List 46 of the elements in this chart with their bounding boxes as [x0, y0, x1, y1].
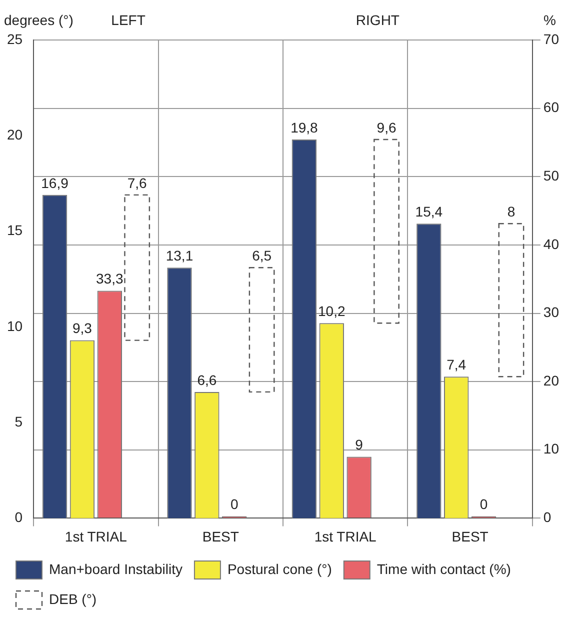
y2-tick-label: 0 [543, 509, 552, 526]
data-label: 6,6 [197, 372, 217, 388]
data-label: 33,3 [96, 270, 124, 287]
data-label: 15,4 [415, 203, 443, 220]
y-tick-label: 5 [14, 413, 23, 430]
data-label: 10,2 [318, 302, 346, 319]
bar [248, 267, 275, 393]
data-label: 9,6 [376, 119, 396, 136]
y-tick-label: 0 [14, 509, 23, 526]
y2-tick-label: 50 [543, 167, 560, 184]
legend-label: Postural cone (°) [227, 560, 332, 577]
data-label: 9,3 [72, 320, 92, 336]
legend-label: Man+board Instability [49, 560, 182, 577]
y-tick-label: 20 [6, 126, 23, 142]
legend-label: DEB (°) [49, 590, 97, 607]
data-label: 19,8 [290, 119, 318, 136]
y2-tick-label: 30 [543, 304, 560, 320]
y-tick-label: 25 [6, 30, 23, 47]
y2-tick-label: 60 [543, 99, 560, 116]
x-tick-label: 1st TRIAL [64, 528, 128, 544]
data-label: 7,4 [446, 356, 466, 373]
text: RIGHT [356, 12, 400, 28]
y-tick-label: 15 [6, 222, 23, 238]
data-label: 7,6 [127, 174, 148, 191]
data-label: 16,9 [41, 174, 69, 191]
x-tick-label: BEST [452, 528, 489, 544]
y2-tick-label: 10 [543, 440, 560, 457]
y2-tick-label: 40 [543, 236, 560, 252]
text: LEFT [111, 12, 146, 28]
bar [374, 138, 400, 324]
data-label: 9 [355, 436, 364, 453]
data-label: 0 [230, 496, 238, 512]
bar [124, 194, 150, 341]
y-tick-label: 10 [6, 318, 23, 334]
data-label: 13,1 [166, 247, 194, 264]
x-tick-label: 1st TRIAL [314, 528, 377, 544]
y2-axis-title: % [544, 12, 556, 28]
legend-label: Time with contact (%) [376, 560, 511, 577]
x-tick-label: BEST [202, 528, 240, 544]
y2-tick-label: 20 [543, 372, 560, 388]
data-label: 6,5 [252, 247, 272, 264]
bar [498, 223, 524, 378]
data-label: 8 [507, 203, 516, 220]
y-axis-title: degrees (°) [4, 12, 74, 28]
data-label: 0 [480, 496, 488, 512]
y2-tick-label: 70 [543, 30, 560, 47]
